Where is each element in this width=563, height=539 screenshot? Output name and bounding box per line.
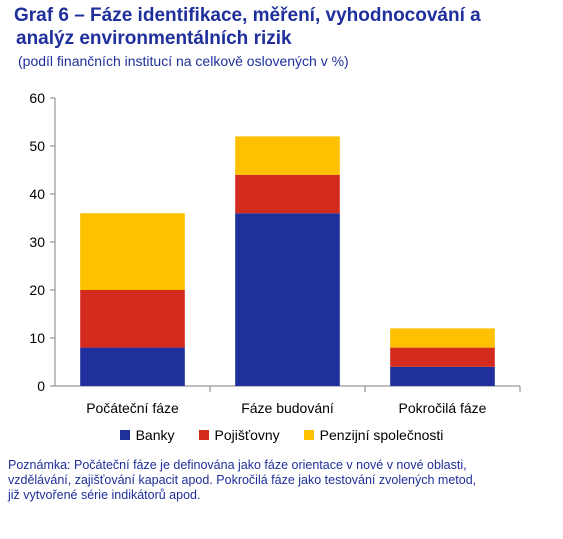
y-tick-label: 10 <box>29 330 45 346</box>
bar-banky-2 <box>235 213 340 386</box>
bar-poji-ovny-1 <box>80 290 185 348</box>
legend-label: Pojišťovny <box>214 427 280 443</box>
note-line-1: Poznámka: Počáteční fáze je definována j… <box>8 458 467 472</box>
y-tick-label: 60 <box>29 90 45 106</box>
title-line-1: Graf 6 – Fáze identifikace, měření, vyho… <box>14 5 481 26</box>
x-tick-label: Fáze budování <box>241 400 334 416</box>
bar-penzijn-spole-nosti-1 <box>80 213 185 290</box>
bar-banky-1 <box>80 347 185 386</box>
bar-penzijn-spole-nosti-3 <box>390 328 495 348</box>
title-line-2: analýz environmentálních rizik <box>16 28 292 49</box>
x-tick-label: Počáteční fáze <box>86 400 179 416</box>
legend-swatch <box>303 430 314 440</box>
note-line-2: vzdělávání, zajišťování kapacit apod. Po… <box>8 473 477 487</box>
legend-item: Penzijní společnosti <box>303 427 444 443</box>
y-tick-label: 50 <box>29 138 45 154</box>
legend-item: Pojišťovny <box>198 427 280 443</box>
chart-subtitle: (podíl finančních institucí na celkově o… <box>18 53 349 69</box>
chart-title: Graf 6 – Fáze identifikace, měření, vyho… <box>14 4 554 50</box>
bar-penzijn-spole-nosti-2 <box>235 136 340 175</box>
chart-legend: Banky Pojišťovny Penzijní společnosti <box>0 427 563 443</box>
bar-banky-3 <box>390 366 495 386</box>
bar-poji-ovny-3 <box>390 347 495 367</box>
legend-label: Banky <box>135 427 175 443</box>
chart-note: Poznámka: Počáteční fáze je definována j… <box>8 458 556 503</box>
legend-item: Banky <box>119 427 175 443</box>
legend-swatch <box>198 430 209 440</box>
legend-label: Penzijní společnosti <box>319 427 444 443</box>
y-tick-label: 30 <box>29 234 45 250</box>
y-tick-label: 40 <box>29 186 45 202</box>
x-tick-label: Pokročilá fáze <box>399 400 487 416</box>
note-line-3: již vytvořené série indikátorů apod. <box>8 488 201 502</box>
legend-swatch <box>119 430 130 440</box>
y-tick-label: 20 <box>29 282 45 298</box>
y-tick-label: 0 <box>37 378 45 394</box>
bar-poji-ovny-2 <box>235 174 340 214</box>
